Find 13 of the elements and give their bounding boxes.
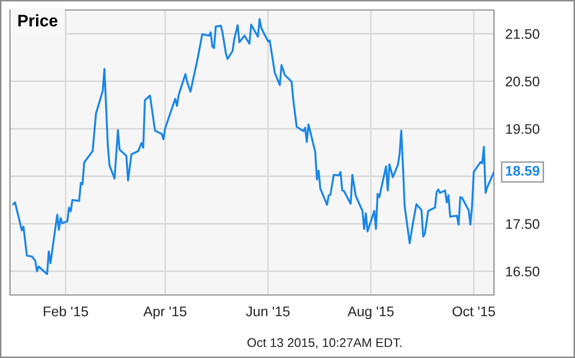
y-tick-label: 17.50 <box>506 219 540 229</box>
x-tick-label: Apr '15 <box>143 306 186 320</box>
chart-title: Price <box>18 14 58 27</box>
text: Oct 13 2015, 10:27AM EDT. <box>247 338 402 349</box>
y-tick-label: 19.50 <box>506 124 540 134</box>
x-tick-label: Aug '15 <box>348 306 394 320</box>
annotation: 18.59 <box>506 166 540 176</box>
x-tick-label: Jun '15 <box>246 306 290 316</box>
x-tick-label: Oct '15 <box>452 306 495 316</box>
y-tick-label: 21.50 <box>506 29 540 39</box>
x-tick-label: Feb '15 <box>44 306 88 316</box>
y-tick-label: 20.50 <box>506 76 540 86</box>
y-tick-label: 16.50 <box>506 266 540 276</box>
